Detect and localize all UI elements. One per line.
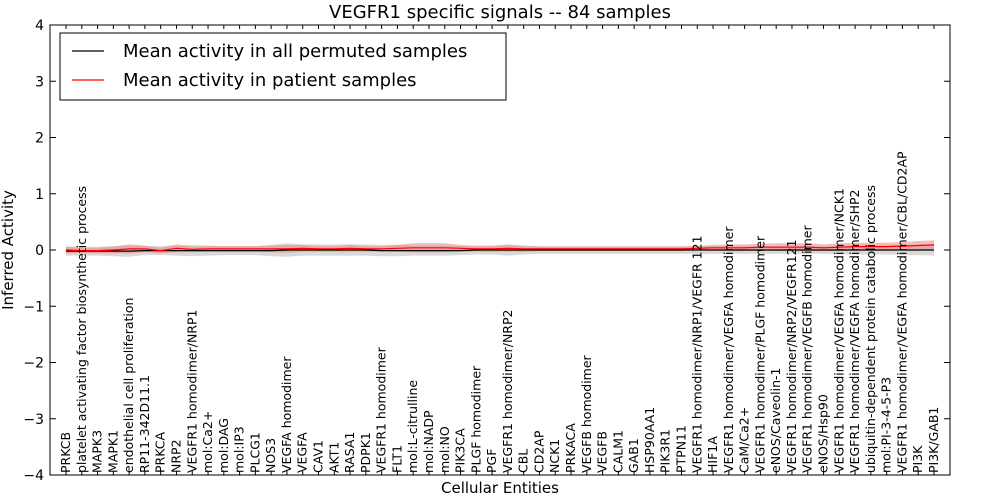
- chart-title: VEGFR1 specific signals -- 84 samples: [329, 2, 671, 23]
- category-label: mol:NADP: [421, 410, 436, 473]
- category-labels: PRKCB platelet activating factor biosynth…: [58, 151, 941, 473]
- category-label: FLT1: [389, 445, 404, 473]
- category-label: HIF1A: [705, 436, 720, 473]
- category-label: VEGFR1 homodimer/NRP2/VEGFR121: [784, 239, 799, 473]
- legend-box: [59, 32, 507, 101]
- category-label: PRKCB: [58, 432, 73, 473]
- category-label: VEGFA: [295, 432, 310, 473]
- category-label: VEGFR1 homodimer: [374, 346, 389, 473]
- category-label: VEGFB: [595, 431, 610, 473]
- category-label: PLCG1: [247, 432, 262, 473]
- category-label: VEGFR1 homodimer/VEGFA homodimer/SHP2: [847, 189, 862, 473]
- y-tick-label: 4: [35, 18, 44, 34]
- y-axis-ticks: −4 −3 −2 −1 0 1 2 3 4: [23, 18, 950, 484]
- category-label: mol:L-citrulline: [405, 380, 420, 473]
- category-label: VEGFB homodimer: [579, 354, 594, 473]
- category-label: MAPK3: [90, 430, 105, 473]
- category-label: mol:IP3: [232, 426, 247, 473]
- category-label: PGF: [484, 449, 499, 473]
- category-label: CALM1: [610, 430, 625, 473]
- category-label: eNOS/Hsp90: [816, 394, 831, 473]
- category-label: AKT1: [326, 442, 341, 473]
- category-label: MAPK1: [105, 430, 120, 473]
- category-label: NOS3: [263, 438, 278, 473]
- y-tick-label: 1: [35, 187, 44, 203]
- category-label: VEGFR1 homodimer/VEGFA homodimer/CBL/CD2…: [894, 151, 909, 473]
- x-axis-label: Cellular Entities: [441, 479, 559, 497]
- category-label: HSP90AA1: [642, 407, 657, 473]
- category-label: mol:NO: [437, 426, 452, 473]
- category-label: PI3K/GAB1: [926, 407, 941, 473]
- category-label: PLGF homodimer: [468, 365, 483, 473]
- category-label: PRKCA: [153, 432, 168, 473]
- category-label: VEGFR1 homodimer/NRP1/VEGFR 121: [689, 235, 704, 473]
- line-series-0: [66, 249, 934, 252]
- category-label: NCK1: [547, 439, 562, 473]
- category-label: PIK3R1: [658, 429, 673, 473]
- category-label: VEGFR1 homodimer/VEGFB homodimer: [800, 225, 815, 473]
- y-tick-label: 0: [35, 243, 44, 259]
- category-label: VEGFR1 homodimer/NRP2: [500, 310, 515, 473]
- y-tick-label: −4: [23, 468, 44, 484]
- y-axis-label: Inferred Activity: [0, 190, 17, 310]
- category-label: CD2AP: [532, 430, 547, 473]
- series-lines: [65, 244, 935, 252]
- category-label: PRKACA: [563, 423, 578, 473]
- y-tick-label: −1: [23, 299, 44, 315]
- legend: Mean activity in all permuted samples Me…: [59, 32, 507, 101]
- category-label: VEGFA homodimer: [279, 356, 294, 473]
- category-label: GAB1: [626, 438, 641, 473]
- y-tick-label: −3: [23, 412, 44, 428]
- category-label: VEGFR1 homodimer/VEGFA homodimer: [721, 226, 736, 473]
- category-label: mol:Ca2+: [200, 411, 215, 473]
- y-tick-label: −2: [23, 356, 44, 372]
- category-label: ubiquitin-dependent protein catabolic pr…: [863, 185, 878, 473]
- category-label: CAV1: [311, 440, 326, 473]
- category-label: NRP2: [169, 439, 184, 473]
- category-label: eNOS/Caveolin-1: [768, 368, 783, 473]
- y-tick-label: 2: [35, 131, 44, 147]
- category-label: VEGFR1 homodimer/NRP1: [184, 310, 199, 473]
- legend-label-permuted: Mean activity in all permuted samples: [123, 41, 467, 62]
- legend-label-patient: Mean activity in patient samples: [123, 70, 417, 91]
- category-label: PTPN11: [674, 425, 689, 473]
- category-label: endothelial cell proliferation: [121, 298, 136, 473]
- category-label: RP11-342D11.1: [137, 375, 152, 473]
- category-label: mol:DAG: [216, 418, 231, 473]
- line-series-1: [65, 244, 935, 252]
- x-axis-ticks: [65, 25, 935, 475]
- category-label: VEGFR1 homodimer/VEGFA homodimer/NCK1: [831, 188, 846, 473]
- y-tick-label: 3: [35, 74, 44, 90]
- category-label: PI3K: [910, 445, 925, 473]
- category-label: RASA1: [342, 432, 357, 473]
- category-label: CaM/Ca2+: [737, 407, 752, 473]
- category-label: PDPK1: [358, 432, 373, 473]
- category-label: mol:PI-3-4-5-P3: [879, 377, 894, 473]
- category-label: PIK3CA: [453, 428, 468, 473]
- category-label: CBL: [516, 449, 531, 473]
- category-label: VEGFR1 homodimer/PLGF homodimer: [752, 235, 767, 473]
- category-label: platelet activating factor biosynthetic …: [74, 186, 89, 473]
